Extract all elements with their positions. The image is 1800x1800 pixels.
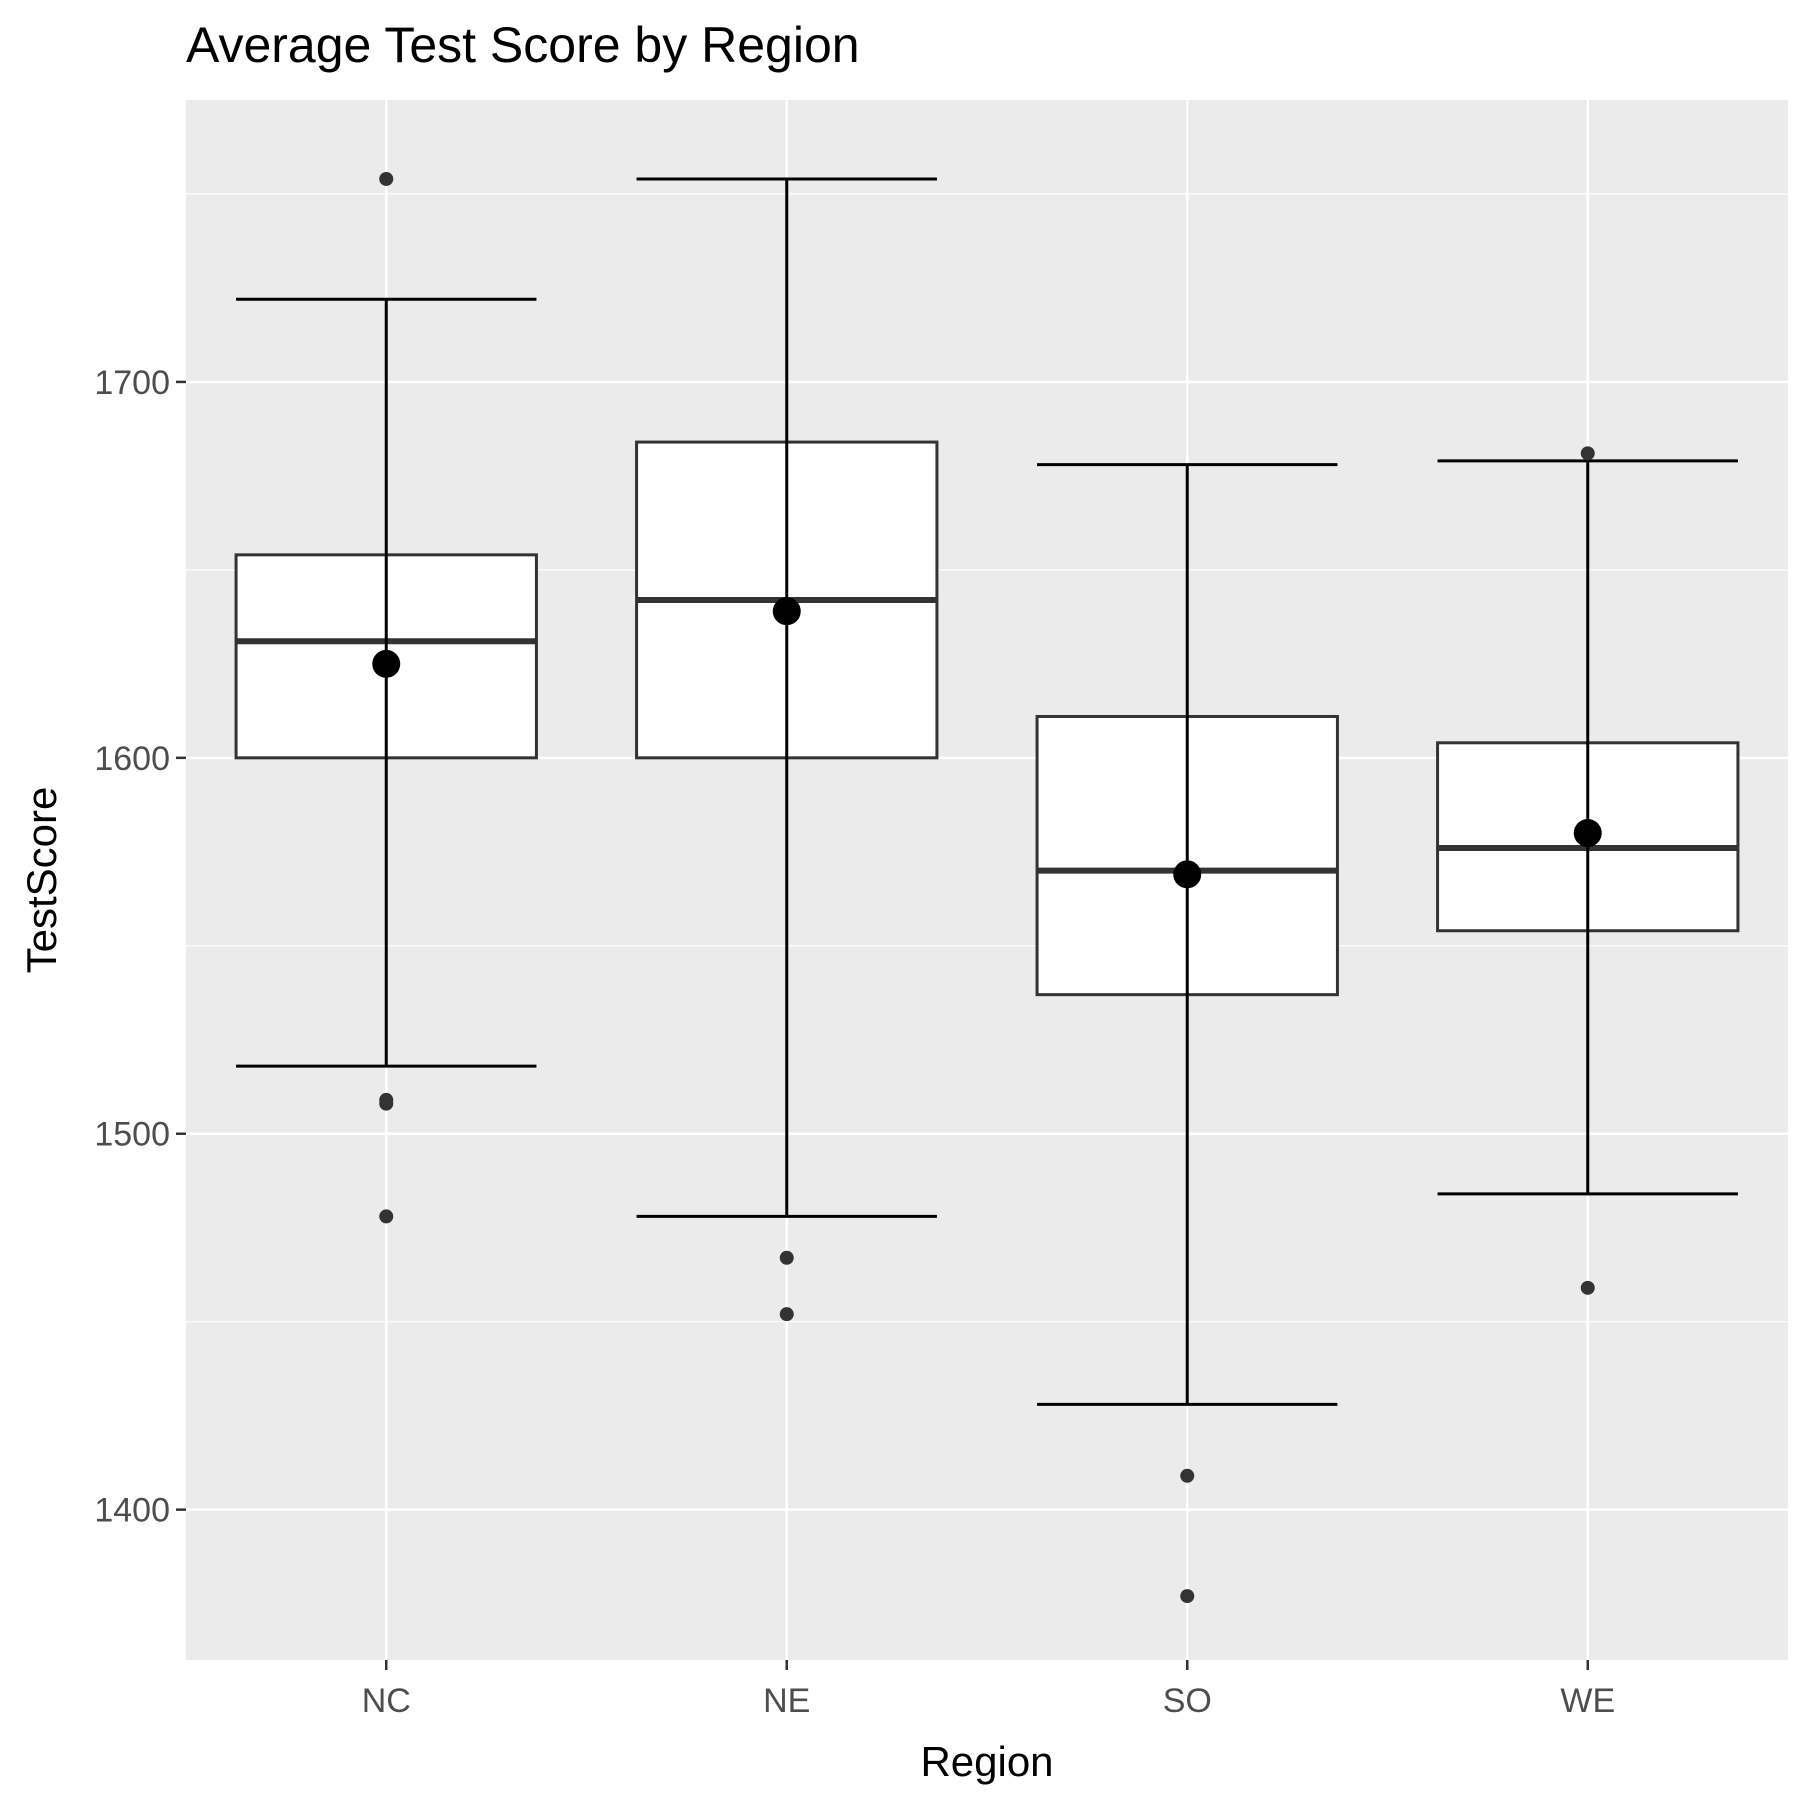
- mean-point: [772, 597, 801, 626]
- outlier-point: [779, 1250, 794, 1265]
- mean-point: [1173, 860, 1202, 889]
- y-tick-label: 1500: [94, 1116, 170, 1154]
- x-tick-label: NE: [763, 1682, 810, 1720]
- outlier-point: [379, 1209, 394, 1224]
- mean-point: [1573, 819, 1602, 848]
- y-tick-label: 1400: [94, 1492, 170, 1530]
- y-tick-label: 1600: [94, 740, 170, 778]
- x-axis-title: Region: [920, 1738, 1053, 1785]
- box-group-nc: [234, 171, 538, 1224]
- box-group-so: [1035, 463, 1339, 1604]
- box-group-ne: [635, 177, 939, 1322]
- outlier-point: [379, 171, 394, 186]
- x-tick-label: WE: [1560, 1682, 1615, 1720]
- axis-ticks: 1400 1500 1600 1700 NC NE SO WE: [94, 364, 1615, 1720]
- outlier-point: [779, 1307, 794, 1322]
- mean-point: [372, 649, 401, 678]
- outlier-point: [1180, 1468, 1195, 1483]
- x-tick-label: SO: [1163, 1682, 1212, 1720]
- chart-title: Average Test Score by Region: [186, 17, 860, 73]
- outlier-point: [379, 1096, 394, 1111]
- x-tick-label: NC: [362, 1682, 411, 1720]
- y-tick-label: 1700: [94, 364, 170, 402]
- y-axis-title: TestScore: [18, 787, 65, 974]
- boxplot-layer: [234, 171, 1740, 1604]
- outlier-point: [1180, 1589, 1195, 1604]
- box-group-we: [1436, 446, 1740, 1295]
- outlier-point: [1580, 1280, 1595, 1295]
- outlier-point: [1580, 446, 1595, 461]
